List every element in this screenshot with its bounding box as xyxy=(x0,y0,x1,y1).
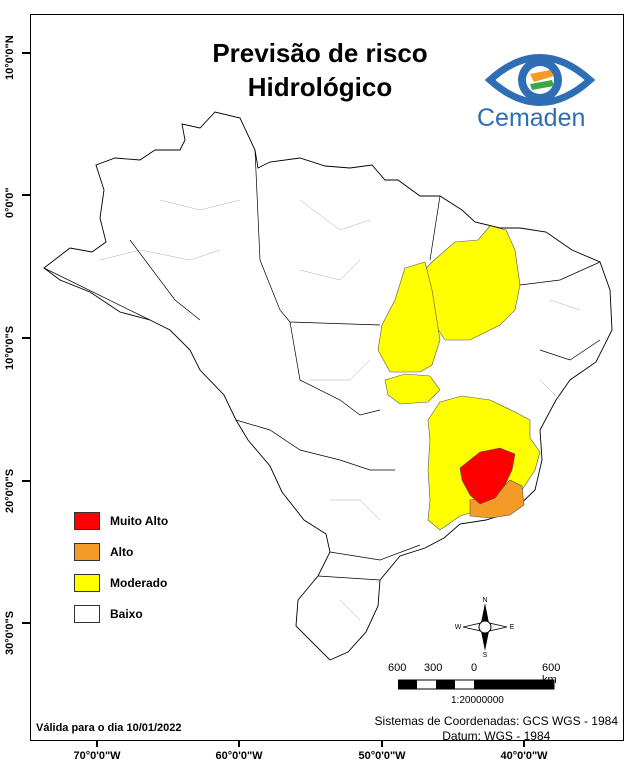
scale-ratio: 1:20000000 xyxy=(451,695,504,706)
legend-label: Baixo xyxy=(110,606,143,621)
lat-label: 10°0'0"N xyxy=(4,35,16,80)
legend-item-alto: Alto xyxy=(74,536,168,567)
lat-tick xyxy=(22,194,30,196)
legend-label: Alto xyxy=(110,544,134,559)
region-muito-alto xyxy=(459,447,516,505)
legend-swatch xyxy=(74,604,100,623)
legend-item-moderado: Moderado xyxy=(74,567,168,598)
scale-bar: 600 300 0 600 km 1:20000000 xyxy=(388,662,576,712)
compass-n: N xyxy=(482,597,487,604)
compass-w: W xyxy=(455,624,462,631)
valid-date-text: Válida para o dia 10/01/2022 xyxy=(36,722,182,734)
lat-tick xyxy=(22,480,30,482)
lat-label: 0°0'0" xyxy=(4,187,16,218)
lon-label: 60°0'0"W xyxy=(215,750,263,762)
compass-e: E xyxy=(510,624,515,631)
map-title: Previsão de risco Hidrológico xyxy=(130,36,510,104)
legend-item-muito-alto: Muito Alto xyxy=(74,505,168,536)
logo-text: Cemaden xyxy=(477,104,586,132)
municipal-borders xyxy=(99,199,581,621)
compass-s: S xyxy=(483,652,488,657)
lon-tick xyxy=(96,741,98,747)
compass-rose-icon: N S W E xyxy=(455,597,515,657)
lat-tick xyxy=(22,337,30,339)
lat-label: 30°0'0"S xyxy=(4,610,16,655)
legend-swatch xyxy=(74,542,100,561)
lon-label: 40°0'0"W xyxy=(500,750,548,762)
legend-label: Muito Alto xyxy=(110,513,169,528)
lat-label: 10°0'0"S xyxy=(4,325,16,370)
lon-tick xyxy=(238,741,240,747)
lon-tick xyxy=(381,741,383,747)
title-line-1: Previsão de risco xyxy=(212,38,428,68)
cemaden-logo xyxy=(484,54,596,106)
coordinate-system: Sistemas de Coordenadas: GCS WGS - 1984 … xyxy=(375,714,618,744)
scale-label: 600 xyxy=(388,662,407,674)
region-moderado-central xyxy=(377,261,441,373)
legend-label: Moderado xyxy=(110,575,168,590)
lat-label: 20°0'0"S xyxy=(4,468,16,513)
legend-swatch xyxy=(74,573,100,592)
coord-line-1: Sistemas de Coordenadas: GCS WGS - 1984 xyxy=(374,714,618,728)
region-moderado-south xyxy=(384,373,441,405)
lat-tick xyxy=(22,52,30,54)
state-borders xyxy=(43,149,601,581)
scale-label: 300 xyxy=(424,662,443,674)
lon-label: 70°0'0"W xyxy=(73,750,121,762)
legend: Muito Alto Alto Moderado Baixo xyxy=(74,505,168,629)
title-line-2: Hidrológico xyxy=(247,72,393,102)
lon-tick xyxy=(523,741,525,747)
legend-item-baixo: Baixo xyxy=(74,598,168,629)
scale-bar-graphic xyxy=(398,679,555,690)
brazil-map xyxy=(43,111,613,661)
scale-label: 0 xyxy=(471,662,478,674)
coord-line-2: Datum: WGS - 1984 xyxy=(442,729,551,743)
legend-swatch xyxy=(74,511,100,530)
lat-tick xyxy=(22,622,30,624)
lon-label: 50°0'0"W xyxy=(358,750,406,762)
